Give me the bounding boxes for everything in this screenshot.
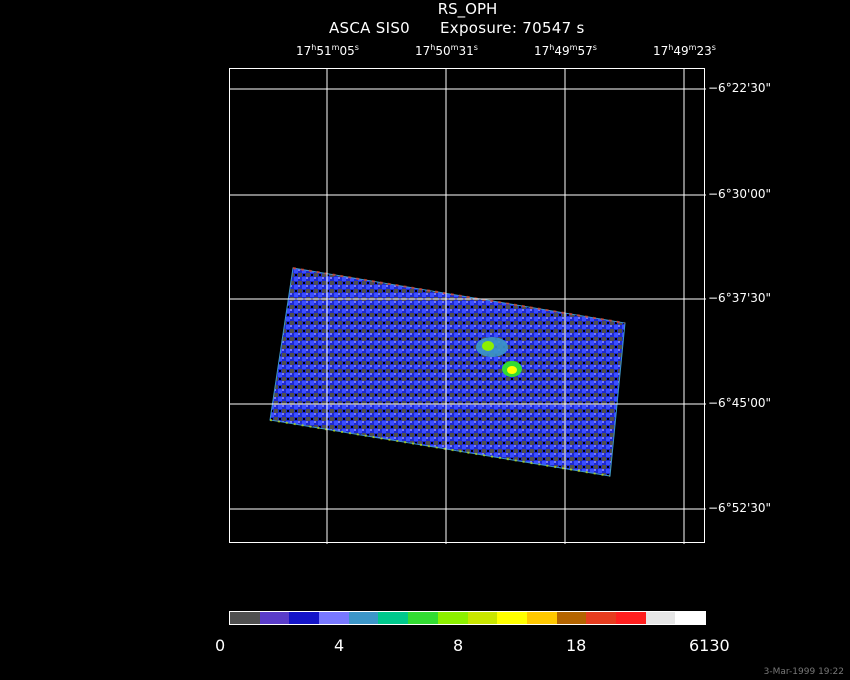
dec-tick-label: −6°22'30" <box>708 81 772 95</box>
colorbar-swatch <box>230 612 260 624</box>
dec-tick-label: −6°45'00" <box>708 396 772 410</box>
colorbar-swatch <box>497 612 527 624</box>
source-emission <box>507 366 517 374</box>
sky-image-frame <box>229 68 706 544</box>
dec-tick-label: −6°52'30" <box>708 501 772 515</box>
coordinate-grid <box>230 69 706 544</box>
ra-tick-label: 17h51m05s <box>296 43 359 58</box>
instrument-label: ASCA SIS0 <box>329 19 410 37</box>
colorbar-label: 0 <box>215 636 226 655</box>
colorbar-label: 18 <box>566 636 587 655</box>
colorbar-swatch <box>615 612 646 624</box>
colorbar-swatch <box>556 612 587 624</box>
colorbar-swatch <box>348 612 379 624</box>
image-title: RS_OPH <box>437 0 498 18</box>
colorbar-swatch <box>378 612 409 624</box>
colorbar-swatch <box>467 612 498 624</box>
source-emission <box>482 341 494 351</box>
colorbar-swatch <box>526 612 557 624</box>
dec-tick-label: −6°30'00" <box>708 187 772 201</box>
color-scale-bar <box>229 611 706 625</box>
colorbar-swatch <box>408 612 438 624</box>
timestamp: 3-Mar-1999 19:22 <box>763 667 844 677</box>
colorbar-swatch <box>289 612 320 624</box>
exposure-label: Exposure: 70547 s <box>440 19 585 37</box>
colorbar-swatch <box>259 612 290 624</box>
colorbar-label: 4 <box>334 636 345 655</box>
subtitle: ASCA SIS0 Exposure: 70547 s <box>329 19 585 37</box>
colorbar-swatch <box>586 612 616 624</box>
colorbar-swatch <box>319 612 349 624</box>
colorbar-label: 8 <box>453 636 464 655</box>
dec-tick-label: −6°37'30" <box>708 291 772 305</box>
colorbar-label: 6130 <box>689 636 730 655</box>
colorbar-swatch <box>645 612 676 624</box>
ra-tick-label: 17h50m31s <box>415 43 478 58</box>
ra-tick-label: 17h49m23s <box>653 43 716 58</box>
sky-image <box>230 69 706 544</box>
colorbar-swatch <box>675 612 705 624</box>
colorbar-swatch <box>437 612 468 624</box>
ra-tick-label: 17h49m57s <box>534 43 597 58</box>
